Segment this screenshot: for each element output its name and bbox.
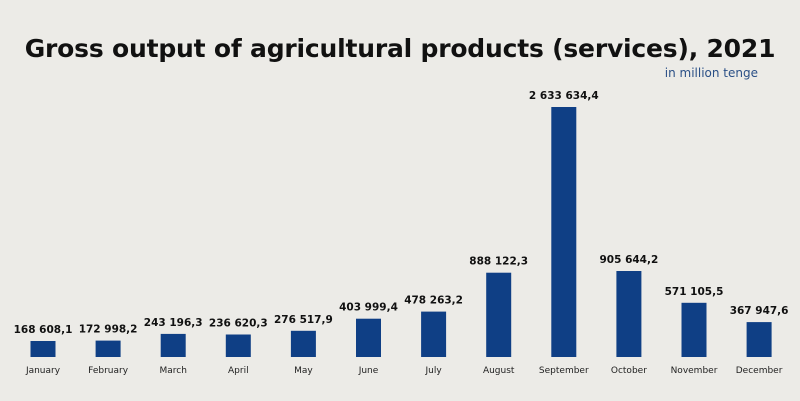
value-label-november: 571 105,5 [665,286,724,298]
bar-july [421,311,447,357]
bar-february [95,340,121,357]
category-label-august: August [483,366,515,376]
chart-title: Gross output of agricultural products (s… [24,34,776,63]
bar-may [290,330,316,357]
category-label-december: December [736,366,783,376]
value-label-march: 243 196,3 [144,317,203,329]
bar-june [356,318,381,357]
bar-september [551,107,577,357]
bar-august [486,272,512,357]
category-label-november: November [671,366,718,376]
value-label-december: 367 947,6 [730,305,789,317]
value-label-september: 2 633 634,4 [529,90,599,102]
value-label-august: 888 122,3 [469,256,528,268]
category-label-september: September [539,366,589,376]
bar-december [746,322,772,357]
bar-april [225,334,251,357]
value-label-february: 172 998,2 [79,324,138,336]
category-label-june: June [358,366,379,376]
category-label-march: March [159,366,186,376]
chart-subtitle: in million tenge [664,66,758,80]
value-label-july: 478 263,2 [404,295,463,307]
value-label-october: 905 644,2 [600,254,659,266]
bar-march [160,333,186,357]
category-label-july: July [425,366,443,376]
value-label-may: 276 517,9 [274,314,333,326]
value-label-april: 236 620,3 [209,318,268,330]
category-label-may: May [294,366,313,376]
category-label-january: January [25,366,61,376]
bar-january [30,341,56,357]
category-label-october: October [611,366,647,376]
category-label-february: February [88,366,129,376]
category-label-april: April [228,366,249,376]
bar-october [616,271,642,357]
bar-november [681,302,707,357]
value-label-june: 403 999,4 [339,302,398,314]
value-label-january: 168 608,1 [14,324,73,336]
